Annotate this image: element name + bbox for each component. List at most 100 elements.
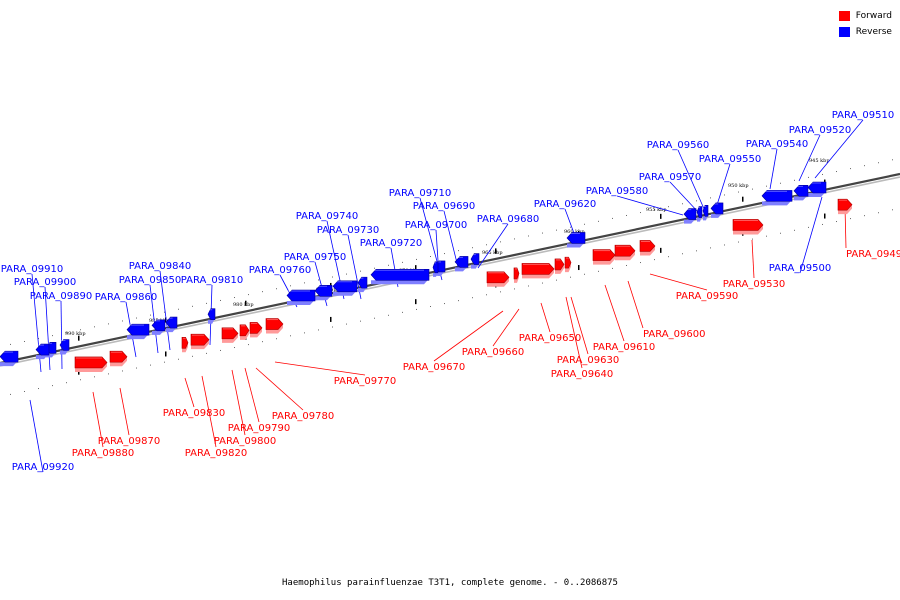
gene-label-para-09680[interactable]: PARA_09680	[477, 214, 539, 225]
major-tick	[660, 213, 662, 219]
gene-arrow-para-09860[interactable]	[126, 323, 150, 336]
gene-arrow-para-09640[interactable]	[554, 258, 565, 271]
gene-arrow-para-09820[interactable]	[190, 333, 210, 346]
gene-arrow-para-09600[interactable]	[614, 244, 636, 257]
gene-label-para-09660[interactable]: PARA_09660	[462, 347, 524, 358]
gene-label-para-09530[interactable]: PARA_09530	[723, 279, 785, 290]
gene-label-para-09750[interactable]: PARA_09750	[284, 252, 346, 263]
gene-arrow-para-09650[interactable]	[521, 263, 555, 275]
gene-arrow-para-09670[interactable]	[486, 271, 510, 284]
gene-label-para-09700[interactable]: PARA_09700	[405, 220, 467, 231]
gene-label-para-09910[interactable]: PARA_09910	[1, 264, 63, 275]
scale-dot	[108, 323, 109, 325]
gene-label-para-09900[interactable]: PARA_09900	[14, 277, 76, 288]
gene-arrow-para-09840[interactable]	[165, 316, 178, 329]
gene-label-para-09520[interactable]: PARA_09520	[789, 125, 851, 136]
gene-arrow-para-09570[interactable]	[696, 206, 703, 218]
gene-arrow-para-09760[interactable]	[286, 289, 316, 302]
gene-label-para-09760[interactable]: PARA_09760	[249, 265, 311, 276]
gene-arrow-para-09490[interactable]	[837, 198, 853, 211]
gene-label-para-09740[interactable]: PARA_09740	[296, 211, 358, 222]
gene-arrow-para-09770[interactable]	[265, 318, 284, 330]
gene-arrow-para-09920[interactable]	[0, 350, 19, 363]
gene-label-para-09510[interactable]: PARA_09510	[832, 110, 894, 121]
gene-arrow-para-09530[interactable]	[732, 219, 764, 231]
gene-arrow-para-09730[interactable]	[357, 276, 368, 289]
gene-label-para-09810[interactable]: PARA_09810	[181, 275, 243, 286]
gene-arrow-para-09560[interactable]	[702, 205, 709, 217]
gene-label-para-09490[interactable]: PARA_09490	[846, 249, 900, 260]
gene-arrow-para-09690[interactable]	[454, 256, 469, 268]
gene-label-para-09580[interactable]: PARA_09580	[586, 186, 648, 197]
gene-label-para-09670[interactable]: PARA_09670	[403, 362, 465, 373]
gene-arrow-para-09630[interactable]	[564, 256, 572, 269]
gene-arrow-para-09850[interactable]	[151, 319, 166, 332]
gene-label-para-09630[interactable]: PARA_09630	[557, 355, 619, 366]
gene-label-para-09800[interactable]: PARA_09800	[214, 436, 276, 447]
gene-label-para-09820[interactable]: PARA_09820	[185, 448, 247, 459]
scale-dot	[626, 214, 627, 216]
gene-label-para-09690[interactable]: PARA_09690	[413, 201, 475, 212]
scale-dot	[220, 299, 221, 301]
scale-dot	[10, 393, 11, 395]
gene-arrow-para-09810[interactable]	[207, 308, 216, 321]
gene-arrow-para-09720[interactable]	[370, 268, 430, 281]
gene-arrow-shadow	[487, 277, 509, 287]
gene-label-para-09780[interactable]: PARA_09780	[272, 411, 334, 422]
gene-label-para-09710[interactable]: PARA_09710	[389, 188, 451, 199]
gene-label-para-09550[interactable]: PARA_09550	[699, 154, 761, 165]
gene-label-para-09600[interactable]: PARA_09600	[643, 329, 705, 340]
gene-arrow-para-09830[interactable]	[181, 336, 189, 349]
gene-arrow-para-09610[interactable]	[639, 240, 656, 252]
gene-arrow-para-09680[interactable]	[470, 253, 480, 265]
gene-label-para-09500[interactable]: PARA_09500	[769, 263, 831, 274]
gene-label-para-09640[interactable]: PARA_09640	[551, 369, 613, 380]
gene-arrow-para-09620[interactable]	[566, 232, 586, 244]
gene-label-para-09610[interactable]: PARA_09610	[593, 342, 655, 353]
gene-arrow-para-09550[interactable]	[710, 202, 724, 215]
gene-label-para-09790[interactable]: PARA_09790	[228, 423, 290, 434]
gene-label-para-09870[interactable]: PARA_09870	[98, 436, 160, 447]
gene-label-para-09570[interactable]: PARA_09570	[639, 172, 701, 183]
gene-label-para-09730[interactable]: PARA_09730	[317, 225, 379, 236]
gene-arrow-para-09660[interactable]	[513, 267, 520, 280]
gene-label-para-09860[interactable]: PARA_09860	[95, 292, 157, 303]
gene-arrow-para-09540[interactable]	[761, 190, 793, 202]
gene-label-para-09920[interactable]: PARA_09920	[12, 462, 74, 473]
gene-label-para-09590[interactable]: PARA_09590	[676, 291, 738, 302]
gene-label-para-09720[interactable]: PARA_09720	[360, 238, 422, 249]
legend-reverse-label: Reverse	[855, 27, 892, 37]
scale-dot	[514, 288, 515, 290]
scale-dot	[542, 232, 543, 234]
gene-arrow-para-09750[interactable]	[314, 284, 333, 297]
gene-label-para-09830[interactable]: PARA_09830	[163, 408, 225, 419]
gene-arrow-para-09870[interactable]	[109, 350, 128, 363]
gene-arrow-para-09580[interactable]	[683, 208, 697, 220]
gene-arrow-para-09740[interactable]	[332, 280, 358, 293]
gene-arrow-para-09510[interactable]	[807, 181, 827, 194]
scale-dot	[836, 221, 837, 223]
gene-label-para-09540[interactable]: PARA_09540	[746, 139, 808, 150]
gene-arrow-para-09880[interactable]	[74, 356, 108, 369]
gene-arrow-para-09590[interactable]	[592, 249, 616, 261]
scale-dot	[682, 203, 683, 205]
gene-label-para-09850[interactable]: PARA_09850	[119, 275, 181, 286]
gene-label-para-09890[interactable]: PARA_09890	[30, 291, 92, 302]
gene-arrow-para-09710[interactable]	[432, 261, 439, 274]
gene-label-para-09770[interactable]: PARA_09770	[334, 376, 396, 387]
gene-arrow-para-09800[interactable]	[221, 327, 239, 340]
gene-arrow-para-09780[interactable]	[249, 322, 263, 334]
gene-label-para-09840[interactable]: PARA_09840	[129, 261, 191, 272]
gene-arrow-para-09520[interactable]	[793, 185, 809, 197]
leader-line	[540, 302, 551, 333]
gene-arrow-para-09790[interactable]	[239, 324, 250, 337]
gene-label-para-09880[interactable]: PARA_09880	[72, 448, 134, 459]
gene-label-para-09620[interactable]: PARA_09620	[534, 199, 596, 210]
leader-line	[184, 377, 195, 408]
gene-label-para-09650[interactable]: PARA_09650	[519, 333, 581, 344]
gene-label-para-09560[interactable]: PARA_09560	[647, 140, 709, 151]
gene-arrow-para-09890[interactable]	[59, 339, 70, 351]
gene-arrow-para-09910[interactable]	[35, 343, 50, 356]
gene-arrow-shadow	[222, 333, 238, 343]
scale-dot	[262, 341, 263, 343]
